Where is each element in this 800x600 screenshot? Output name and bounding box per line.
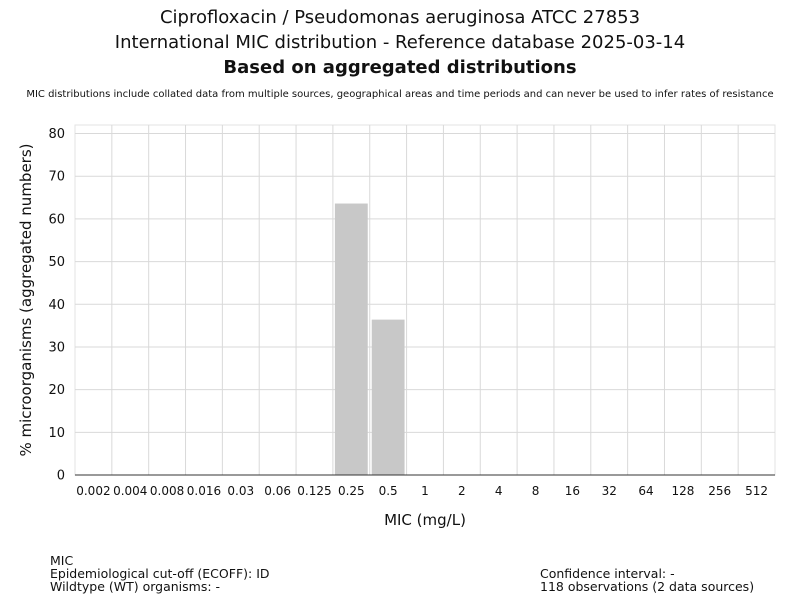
chart-subtitle-bold: Based on aggregated distributions bbox=[223, 57, 577, 78]
x-tick-label: 512 bbox=[745, 484, 768, 498]
x-tick-label: 32 bbox=[602, 484, 617, 498]
y-tick-label: 0 bbox=[57, 469, 65, 484]
x-tick-label: 0.016 bbox=[187, 484, 221, 498]
y-axis-label: % microorganisms (aggregated numbers) bbox=[17, 143, 35, 456]
y-tick-label: 40 bbox=[48, 298, 65, 313]
footer-mic-label: MIC bbox=[50, 553, 74, 568]
chart-title: Ciprofloxacin / Pseudomonas aeruginosa A… bbox=[159, 7, 641, 28]
x-tick-label: 8 bbox=[532, 484, 540, 498]
x-tick-label: 0.125 bbox=[297, 484, 331, 498]
chart-subtitle: International MIC distribution - Referen… bbox=[114, 32, 686, 53]
y-tick-label: 80 bbox=[48, 127, 65, 142]
disclaimer-note: MIC distributions include collated data … bbox=[26, 89, 774, 100]
x-tick-label: 0.5 bbox=[379, 484, 398, 498]
bar-0.5 bbox=[371, 319, 405, 475]
y-tick-label: 10 bbox=[48, 426, 65, 441]
x-tick-label: 2 bbox=[458, 484, 466, 498]
x-tick-label: 128 bbox=[671, 484, 694, 498]
x-tick-label: 0.004 bbox=[113, 484, 147, 498]
x-tick-label: 4 bbox=[495, 484, 503, 498]
x-tick-label: 64 bbox=[638, 484, 653, 498]
x-tick-label: 256 bbox=[708, 484, 731, 498]
x-tick-label: 1 bbox=[421, 484, 429, 498]
y-tick-label: 20 bbox=[48, 383, 65, 398]
y-tick-label: 30 bbox=[48, 340, 65, 355]
footer-wildtype: Wildtype (WT) organisms: - bbox=[50, 579, 221, 594]
y-tick-label: 60 bbox=[48, 212, 65, 227]
footer-observations: 118 observations (2 data sources) bbox=[540, 579, 755, 594]
x-tick-label: 0.25 bbox=[338, 484, 365, 498]
y-tick-label: 50 bbox=[48, 255, 65, 270]
x-tick-label: 0.002 bbox=[76, 484, 110, 498]
plot-area bbox=[74, 124, 776, 476]
x-tick-label: 0.008 bbox=[150, 484, 184, 498]
x-tick-label: 0.06 bbox=[264, 484, 291, 498]
x-tick-label: 0.03 bbox=[227, 484, 254, 498]
y-tick-label: 70 bbox=[48, 170, 65, 185]
x-axis-label: MIC (mg/L) bbox=[384, 511, 466, 529]
bar-0.25 bbox=[334, 203, 368, 475]
footer-confidence-interval: Confidence interval: - bbox=[540, 566, 675, 581]
footer-ecoff: Epidemiological cut-off (ECOFF): ID bbox=[50, 566, 270, 581]
x-tick-label: 16 bbox=[565, 484, 580, 498]
